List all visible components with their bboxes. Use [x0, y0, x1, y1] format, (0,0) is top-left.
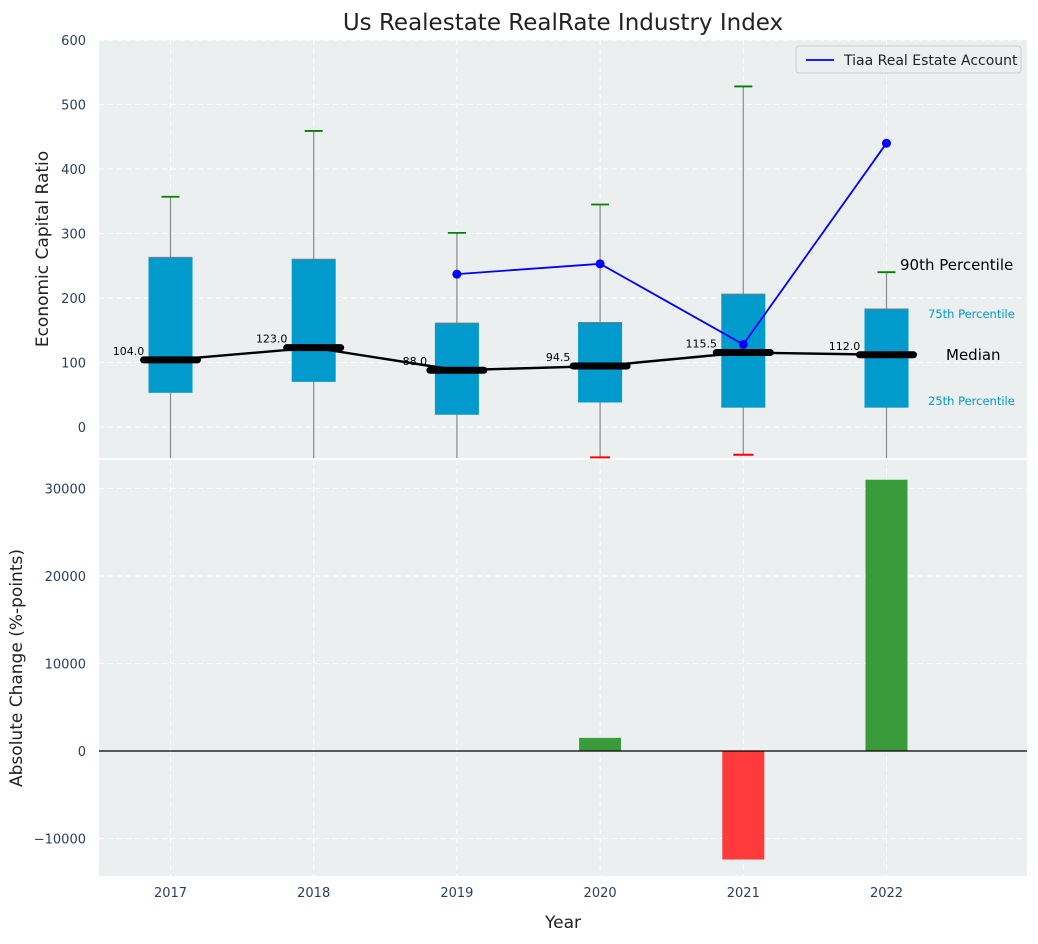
top-y-tick-label: 300: [61, 228, 86, 243]
bottom-y-tick-label: 10000: [45, 658, 86, 673]
bar-group: [99, 479, 1027, 860]
top-y-tick-label: 600: [61, 34, 86, 49]
box-iqr: [291, 259, 336, 382]
bottom-y-tick-label: 20000: [45, 570, 86, 585]
series-point: [738, 339, 748, 349]
top-y-tick-label: 0: [78, 421, 86, 436]
bottom-y-tick-label: −10000: [34, 833, 86, 848]
median-value-label: 123.0: [256, 333, 288, 346]
top-y-axis-title: Economic Capital Ratio: [33, 151, 53, 347]
boxplot-2020: 94.5: [546, 203, 631, 459]
median-value-label: 104.0: [113, 345, 145, 358]
median-value-label: 112.0: [829, 340, 861, 353]
legend-label: Tiaa Real Estate Account: [843, 53, 1018, 69]
bar-2021: [722, 751, 765, 860]
median-line-group: [170, 346, 887, 372]
legend: Tiaa Real Estate Account: [795, 45, 1022, 74]
top-y-tick-label: 500: [61, 99, 86, 114]
bottom-y-ticks: −10000 0 10000 20000 30000: [34, 483, 86, 848]
box-iqr: [864, 308, 909, 408]
top-y-tick-label: 100: [61, 357, 86, 372]
x-tick-label: 2021: [727, 886, 760, 901]
series-line: [456, 142, 888, 346]
annotation-p75: 75th Percentile: [928, 307, 1015, 321]
box-iqr: [578, 322, 623, 403]
bottom-grid: [99, 460, 1027, 876]
top-y-tick-label: 400: [61, 163, 86, 178]
series-point: [452, 269, 462, 279]
median-value-label: 115.5: [686, 338, 718, 351]
series-point: [595, 259, 605, 269]
x-axis-title: Year: [544, 913, 581, 933]
series-point: [882, 138, 891, 148]
x-tick-label: 2017: [154, 886, 187, 901]
x-tick-label: 2022: [870, 886, 903, 901]
legend-box: [795, 45, 1022, 74]
median-value-label: 94.5: [546, 351, 571, 364]
annotation-p25: 25th Percentile: [928, 394, 1015, 408]
boxplot-2018: 123.0: [256, 130, 345, 458]
bottom-y-tick-label: 30000: [45, 483, 86, 498]
chart-title: Us Realestate RealRate Industry Index: [343, 10, 783, 36]
bar-2020: [579, 737, 622, 751]
bar-2022: [865, 479, 908, 751]
top-y-tick-label: 200: [61, 292, 86, 307]
box-iqr: [148, 257, 193, 393]
annotation-median: Median: [946, 346, 1001, 364]
x-tick-label: 2020: [584, 886, 617, 901]
x-tick-label: 2018: [297, 886, 330, 901]
top-y-ticks: 0 100 200 300 400 500 600: [61, 34, 86, 436]
x-ticks: 2017 2018 2019 2020 2021 2022: [154, 886, 903, 901]
x-tick-label: 2019: [440, 886, 473, 901]
annotation-p90: 90th Percentile: [900, 256, 1013, 274]
series-group: [452, 138, 891, 349]
median-trend-line: [170, 346, 887, 372]
boxplot-2021: 115.5: [686, 85, 774, 456]
bottom-y-axis-title: Absolute Change (%-points): [7, 549, 27, 787]
boxplot-2017: 104.0: [113, 195, 201, 458]
bottom-y-tick-label: 0: [78, 745, 86, 760]
